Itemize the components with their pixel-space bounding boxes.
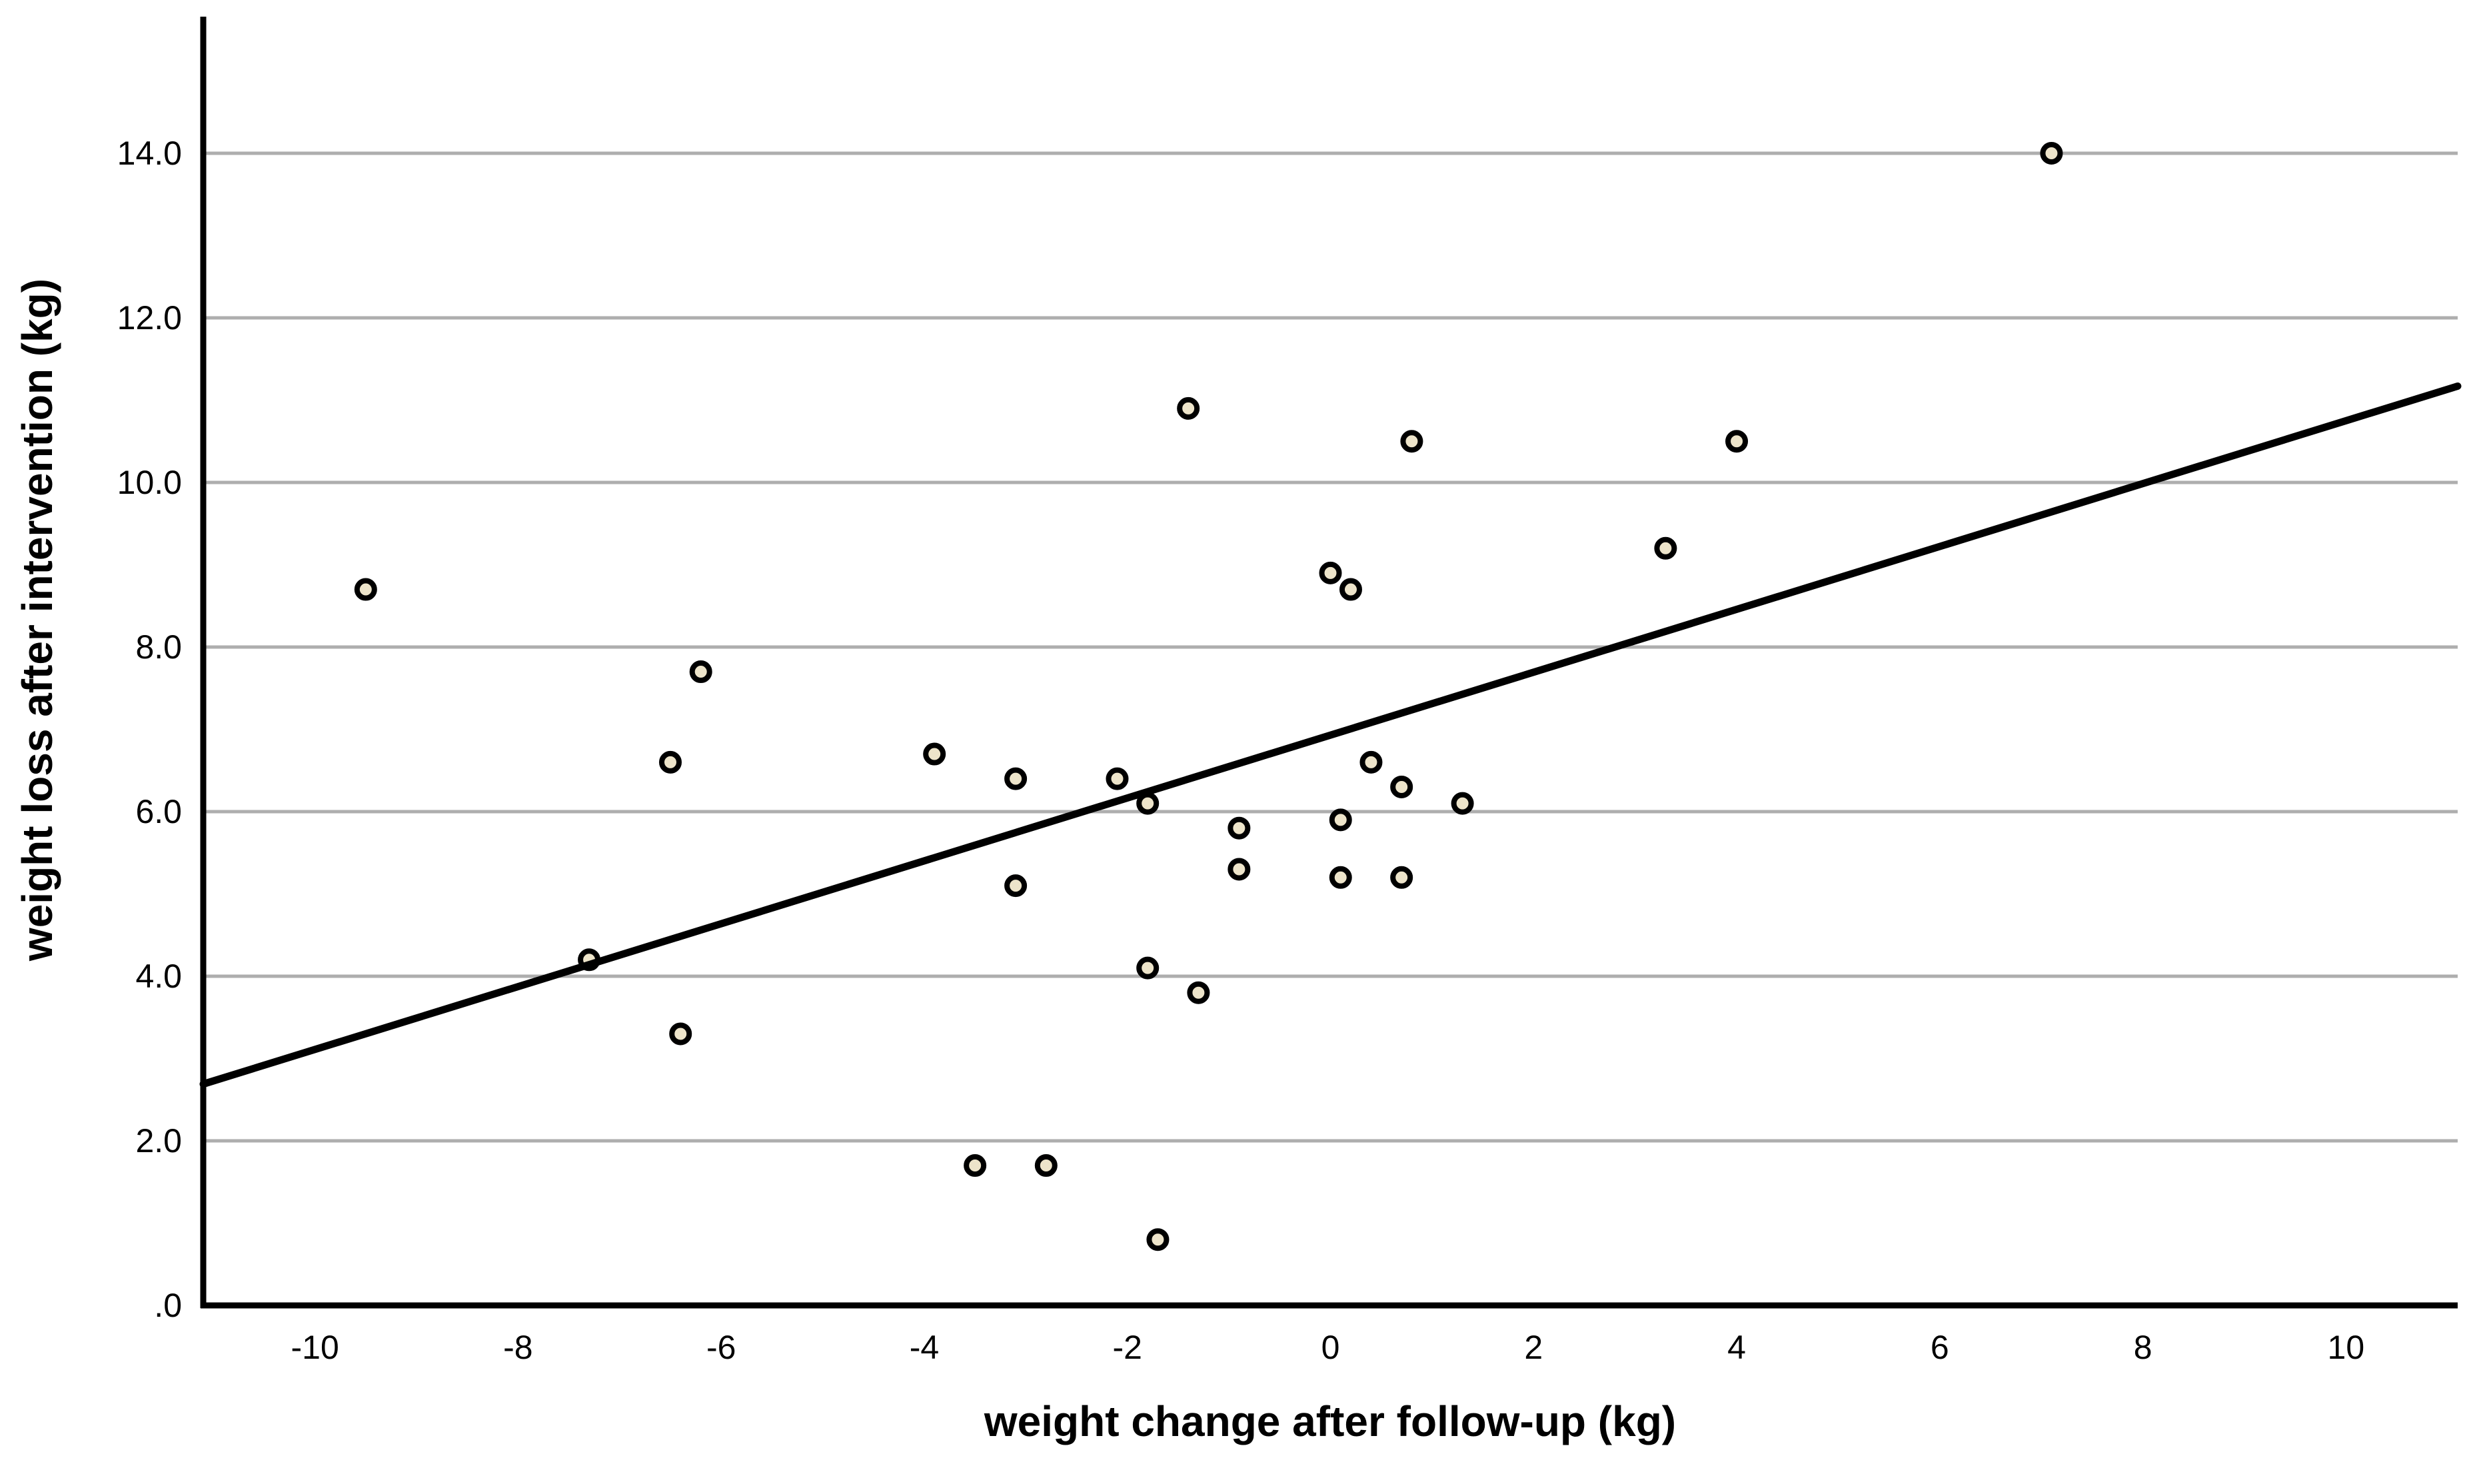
x-tick-label: -8 bbox=[503, 1329, 532, 1366]
y-axis-title: weight loss after intervention (kg) bbox=[13, 279, 61, 962]
data-point bbox=[669, 1022, 692, 1046]
x-tick-label: -6 bbox=[706, 1329, 736, 1366]
y-tick-label: .0 bbox=[154, 1287, 182, 1324]
y-tick-label: 6.0 bbox=[135, 793, 182, 830]
x-tick-label: 2 bbox=[1524, 1329, 1543, 1366]
x-tick-label: 6 bbox=[1931, 1329, 1949, 1366]
data-point bbox=[1339, 578, 1362, 601]
data-point bbox=[1654, 536, 1677, 560]
data-point bbox=[923, 742, 946, 766]
x-tick-label: 10 bbox=[2328, 1329, 2365, 1366]
data-point bbox=[658, 750, 682, 774]
data-point bbox=[689, 660, 712, 684]
x-tick-label: 8 bbox=[2134, 1329, 2152, 1366]
data-point bbox=[964, 1154, 987, 1177]
data-point bbox=[1004, 874, 1028, 898]
data-point bbox=[1146, 1228, 1170, 1251]
data-point bbox=[1451, 792, 1474, 815]
data-point bbox=[354, 578, 377, 601]
y-tick-label: 14.0 bbox=[117, 135, 182, 172]
data-point bbox=[1004, 767, 1028, 790]
data-point bbox=[1187, 981, 1210, 1004]
data-point bbox=[1390, 775, 1413, 798]
data-point bbox=[1177, 396, 1200, 420]
x-tick-label: -10 bbox=[291, 1329, 339, 1366]
x-axis-title: weight change after follow-up (kg) bbox=[984, 1397, 1676, 1445]
y-tick-label: 10.0 bbox=[117, 464, 182, 501]
data-point bbox=[1390, 866, 1413, 889]
y-tick-label: 2.0 bbox=[135, 1122, 182, 1159]
data-point bbox=[1319, 561, 1342, 584]
data-point bbox=[1136, 956, 1160, 980]
data-point bbox=[1329, 866, 1352, 889]
x-tick-label: -4 bbox=[910, 1329, 939, 1366]
data-point bbox=[1329, 808, 1352, 832]
fit-line bbox=[199, 382, 2462, 1088]
data-point bbox=[1034, 1154, 1058, 1177]
data-point bbox=[1228, 816, 1251, 840]
data-point bbox=[1228, 858, 1251, 881]
data-point bbox=[1400, 430, 1423, 453]
data-point bbox=[1725, 430, 1749, 453]
x-tick-label: -2 bbox=[1112, 1329, 1142, 1366]
x-tick-label: 4 bbox=[1727, 1329, 1746, 1366]
plot-layers: .0 2.0 4.0 6.0 8.0 10.0 12.0 14.0 -10 -8 -6 -4 -2 0 2 4… bbox=[117, 17, 2462, 1366]
data-point bbox=[1106, 767, 1129, 790]
x-tick-label: 0 bbox=[1321, 1329, 1340, 1366]
y-tick-label: 8.0 bbox=[135, 628, 182, 666]
data-point bbox=[2040, 142, 2063, 165]
y-tick-label: 12.0 bbox=[117, 299, 182, 337]
data-point bbox=[1359, 750, 1383, 774]
y-tick-label: 4.0 bbox=[135, 958, 182, 995]
